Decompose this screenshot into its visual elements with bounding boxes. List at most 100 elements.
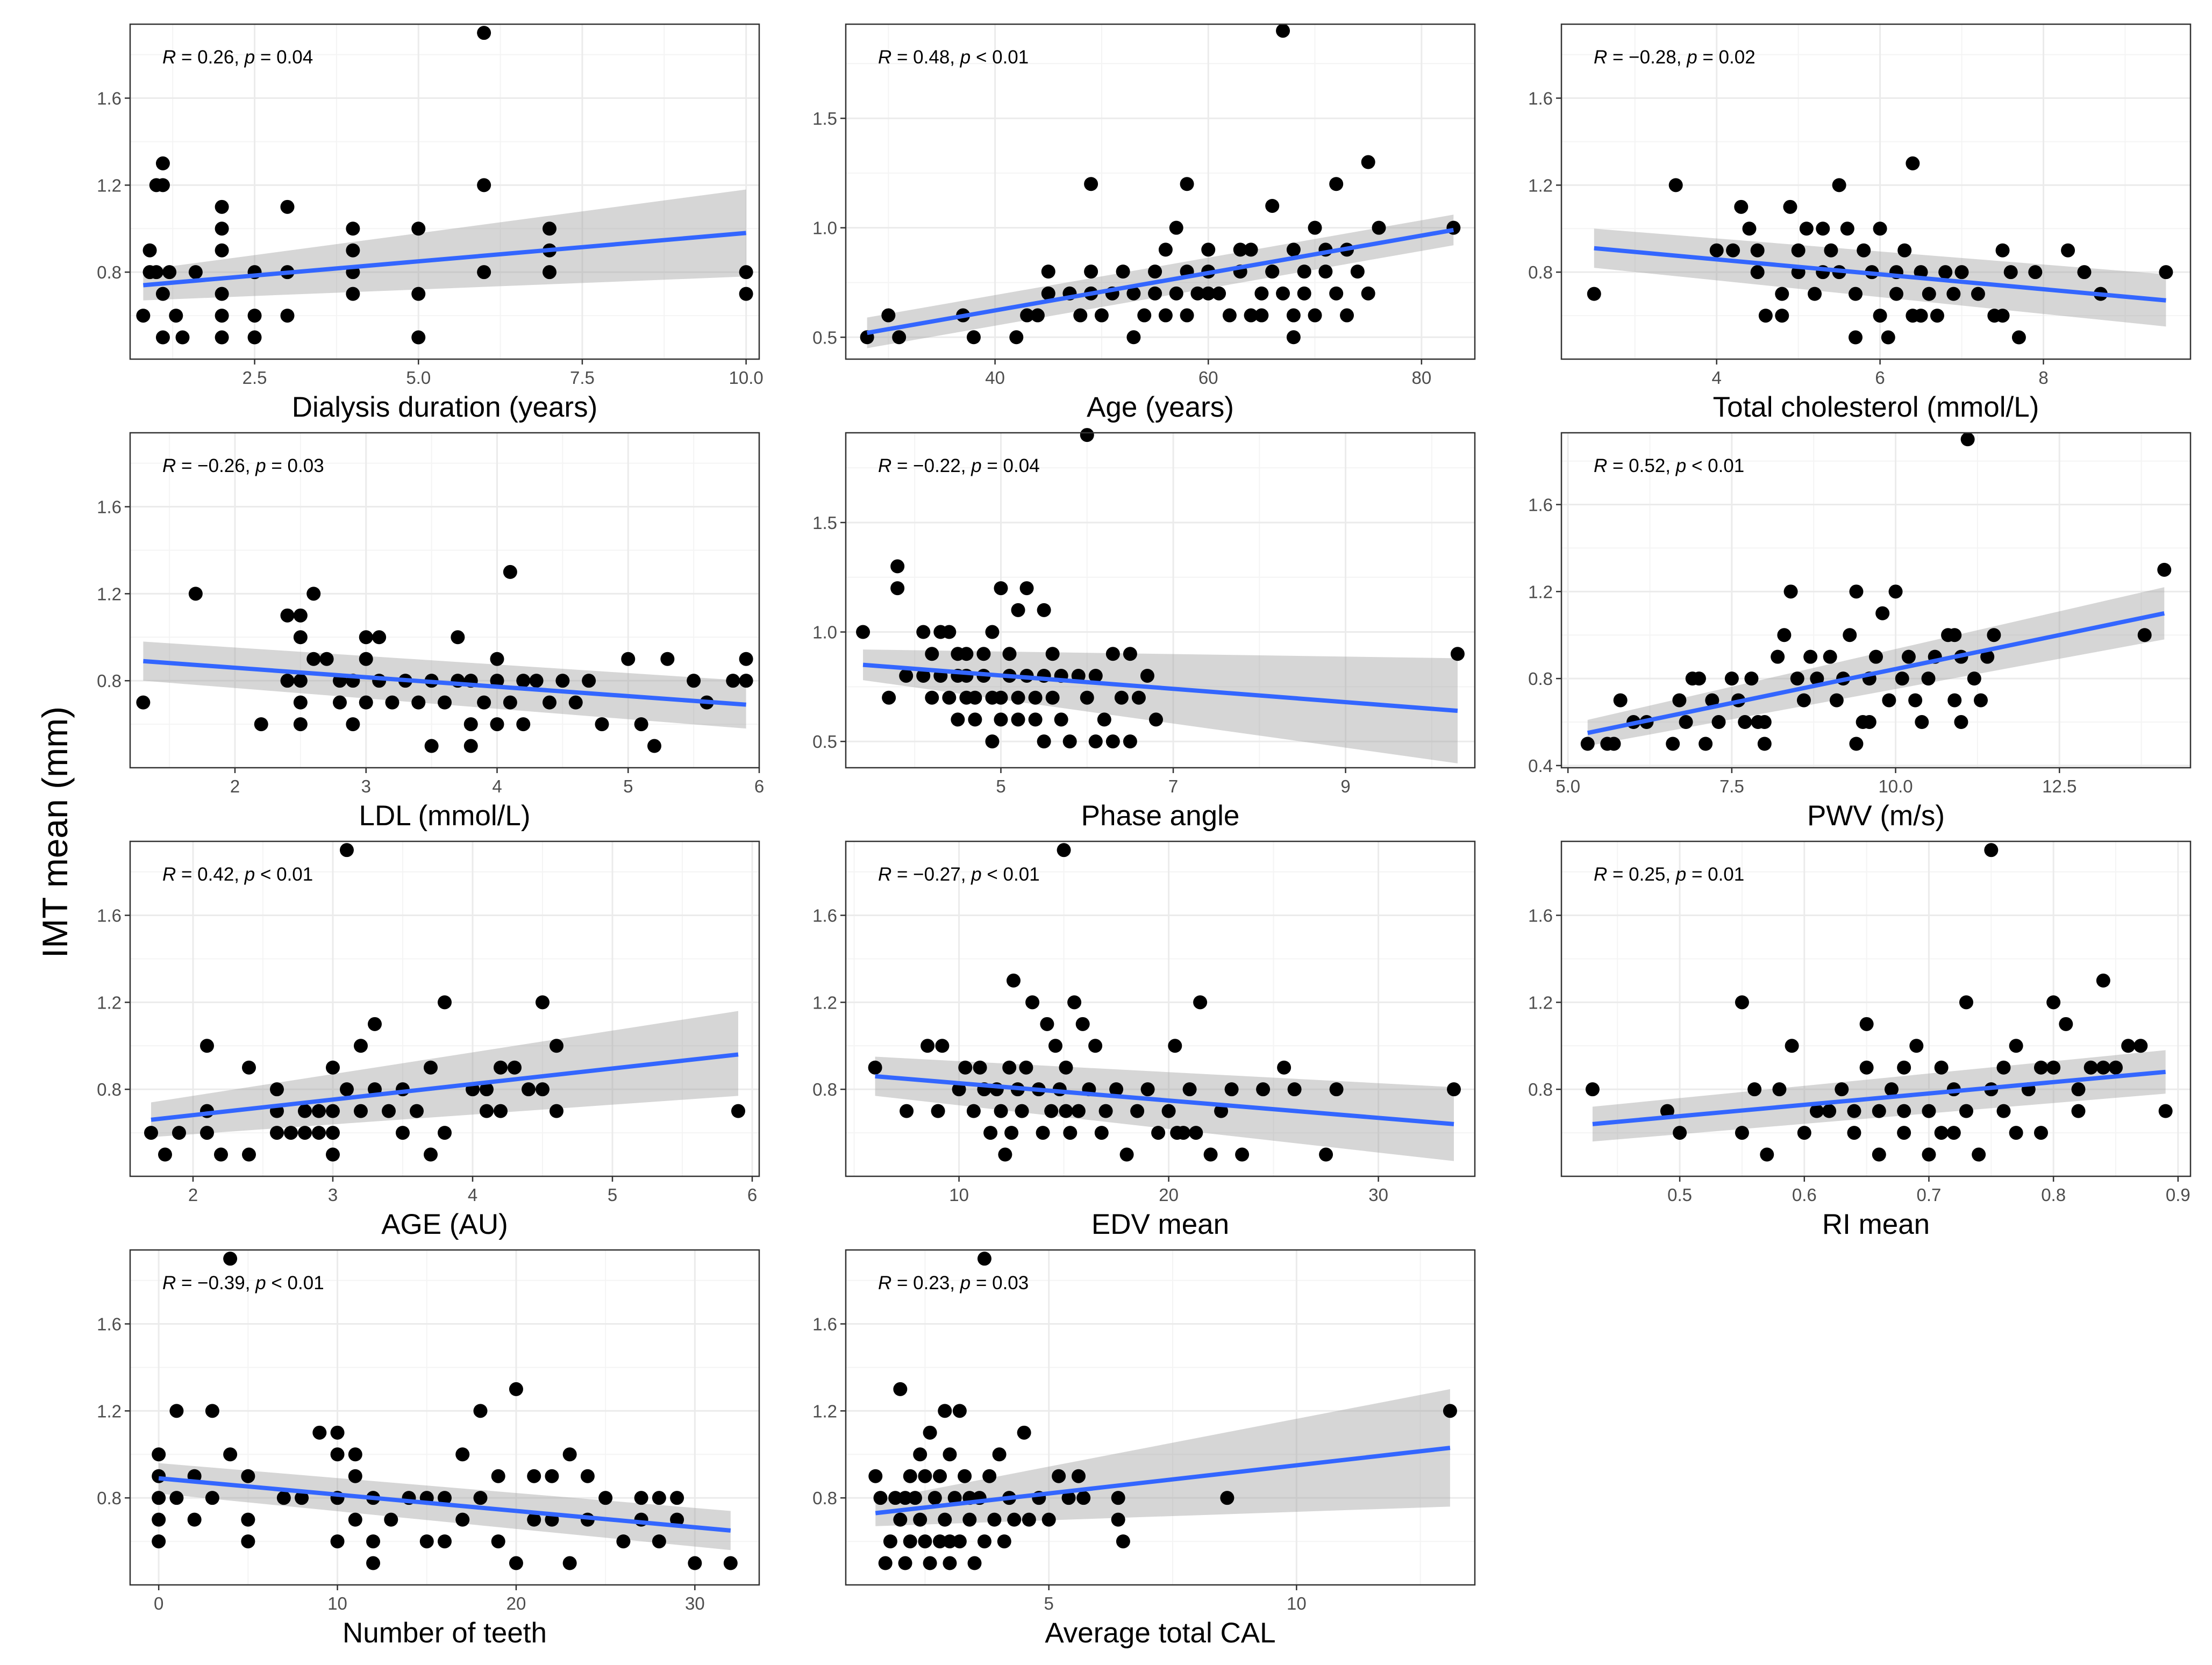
panel-8-data-point xyxy=(1170,1126,1185,1140)
panel-11-data-point xyxy=(977,1252,991,1266)
panel-10-data-point xyxy=(545,1469,559,1483)
panel-1-data-point xyxy=(155,330,170,345)
panel-3-data-point xyxy=(1930,309,1944,323)
panel-1-y-tick-label: 1.6 xyxy=(97,89,122,109)
panel-5-data-point xyxy=(890,581,905,596)
panel-2-annotation-p-value: < 0.01 xyxy=(971,47,1029,68)
panel-10-data-point xyxy=(169,1404,184,1418)
panel-4-data-point xyxy=(319,652,334,666)
panel-9-data-point xyxy=(1909,1039,1924,1053)
panel-1-data-point xyxy=(188,265,203,280)
panel-11-regression-line xyxy=(875,1446,1451,1516)
panel-3-data-point xyxy=(1889,287,1903,301)
panel-5-data-point xyxy=(942,690,957,705)
panel-5-data-point xyxy=(882,690,896,705)
panel-7-data-point xyxy=(550,1104,563,1118)
panel-11-data-point xyxy=(1111,1491,1125,1505)
panel-7-x-tick-label: 2 xyxy=(188,1185,198,1205)
panel-2-annotation-p-label: p xyxy=(960,47,971,68)
panel-10-data-point xyxy=(312,1425,327,1440)
panel-6-data-point xyxy=(1921,671,1936,686)
panel-7-data-point xyxy=(326,1060,340,1075)
panel-3-data-point xyxy=(1995,309,2010,323)
panel-2-data-point xyxy=(1158,242,1173,257)
panel-2-data-point xyxy=(1254,308,1269,323)
panel-9-data-point xyxy=(1835,1082,1849,1097)
panel-2-data-point xyxy=(1073,308,1088,323)
panel-9-confidence-band xyxy=(1592,1050,2166,1142)
panel-8-data-point xyxy=(1256,1082,1271,1097)
panel-1-data-point xyxy=(169,309,183,323)
panel-2-data-point xyxy=(1297,265,1311,279)
panel-7-data-point xyxy=(172,1126,186,1140)
panel-1-data-point xyxy=(155,287,170,301)
panel-10-data-point xyxy=(438,1534,452,1549)
panel-3-data-point xyxy=(2028,265,2043,280)
panel-6-data-point xyxy=(1738,715,1752,730)
panel-9-annotation-r-value: = 0.25, xyxy=(1607,864,1675,885)
panel-11-data-point xyxy=(913,1447,927,1462)
panel-8-data-point xyxy=(1235,1147,1250,1162)
panel-9-annotation-p-value: = 0.01 xyxy=(1686,864,1744,885)
panel-7-y-tick-label: 1.6 xyxy=(97,906,122,926)
panel-11-data-point xyxy=(893,1382,908,1396)
panel-3-x-tick-label: 6 xyxy=(1875,368,1885,388)
panel-8-data-point xyxy=(1319,1147,1333,1162)
panel-4-data-point xyxy=(516,717,531,732)
panel-8-data-point xyxy=(1287,1082,1302,1097)
panel-6-data-point xyxy=(1705,693,1719,708)
panel-7-data-point xyxy=(354,1039,368,1053)
panel-3-annotation-r-label: R xyxy=(1594,47,1607,68)
panel-6-data-point xyxy=(1679,715,1693,730)
panel-7-x-tick-label: 5 xyxy=(608,1185,617,1205)
panel-10-data-point xyxy=(205,1491,219,1505)
panel-10-data-point xyxy=(473,1491,488,1505)
panel-8-data-point xyxy=(1161,1104,1176,1118)
panel-1-data-point xyxy=(215,309,229,323)
panel-4-data-point xyxy=(529,674,544,688)
panel-8-data-point xyxy=(1044,1104,1059,1118)
panel-8-data-point xyxy=(1019,1060,1033,1075)
panel-3-data-point xyxy=(1791,243,1806,258)
panel-7-plot-frame xyxy=(129,840,760,1177)
panel-10-data-point xyxy=(152,1534,166,1549)
panel-8-annotation-r-label: R xyxy=(878,864,891,885)
panel-10-data-point xyxy=(562,1447,577,1462)
panel-3-data-point xyxy=(1914,309,1928,323)
panel-3-data-point xyxy=(1709,243,1724,258)
panel-8-data-point xyxy=(1094,1126,1109,1140)
panel-3: 4 6 8 0.8 1.2 1.6 R = −0.28, p = 0.02 Total cho… xyxy=(1528,23,2192,423)
panel-6-data-point xyxy=(1862,715,1876,730)
panel-8-plot-frame xyxy=(845,840,1476,1177)
panel-8-data-point xyxy=(1119,1147,1134,1162)
panel-5-x-tick-label: 5 xyxy=(996,776,1005,796)
panel-2-data-point xyxy=(1329,177,1344,191)
panel-4: 2 3 4 5 6 0.8 1.2 1.6 R = −0.26, p = 0.03 LDL (mm… xyxy=(97,432,764,832)
panel-6-data-point xyxy=(1901,649,1916,664)
panel-3-data-point xyxy=(1922,287,1936,301)
panel-4-data-point xyxy=(280,608,295,623)
panel-2-y-tick-label: 1.0 xyxy=(812,218,837,238)
panel-11-data-point xyxy=(1116,1534,1130,1549)
panel-2-regression-line xyxy=(866,227,1454,335)
panel-2-y-tick-label: 1.5 xyxy=(812,109,837,128)
panel-3-data-point xyxy=(1849,330,1863,345)
panel-4-data-point xyxy=(136,695,151,710)
panel-11-data-point xyxy=(962,1512,977,1527)
panel-8-data-point xyxy=(1057,843,1071,857)
panel-7-y-tick-label: 0.8 xyxy=(97,1080,122,1099)
panel-2-data-point xyxy=(1286,308,1301,323)
panel-11-data-point xyxy=(1111,1512,1125,1527)
panel-9-plot-frame xyxy=(1560,840,2192,1177)
panel-5-data-point xyxy=(925,647,939,661)
panel-1-data-point xyxy=(215,243,229,258)
panel-9-x-tick-label: 0.5 xyxy=(1667,1185,1692,1205)
panel-7-data-point xyxy=(242,1060,256,1075)
panel-7-correlation-annotation: R = 0.42, p < 0.01 xyxy=(162,864,313,885)
panel-1-y-tick-label: 1.2 xyxy=(97,175,122,195)
panel-5-x-tick-label: 7 xyxy=(1168,776,1178,796)
panel-3-data-point xyxy=(1873,309,1887,323)
panel-4-data-point xyxy=(280,674,295,688)
panel-10-x-tick-label: 10 xyxy=(327,1593,347,1613)
panel-11-data-point xyxy=(918,1469,932,1483)
